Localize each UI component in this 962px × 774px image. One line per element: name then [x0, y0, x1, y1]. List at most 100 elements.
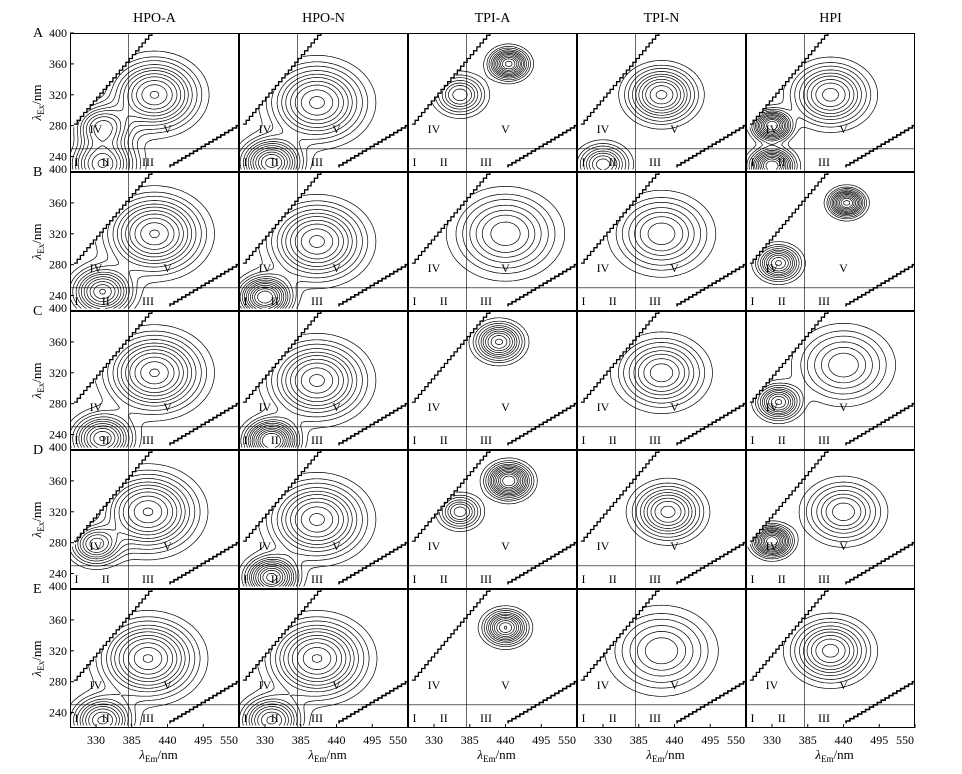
contour-lines: [577, 450, 746, 589]
column-title-hpo-n: HPO-N: [302, 11, 345, 26]
panel-frame: [70, 172, 239, 311]
y-tick-label: 240: [49, 567, 67, 581]
column-title-hpo-a: HPO-A: [133, 11, 177, 26]
region-label-v: V: [670, 400, 679, 414]
x-tick-label: 550: [220, 733, 238, 747]
region-label-iv: IV: [597, 122, 610, 136]
panel-frame: [746, 311, 915, 450]
region-label-iv: IV: [428, 261, 441, 275]
region-label-i: I: [751, 572, 755, 586]
region-label-v: V: [501, 539, 510, 553]
panel-frame: [239, 172, 408, 311]
x-tick-label: 330: [594, 733, 612, 747]
y-axis-row-d: 240 280 320 360 400 λEx/nm: [29, 440, 74, 581]
y-tick-label: 400: [49, 26, 67, 40]
row-label-d: D: [33, 443, 43, 458]
region-label-i: I: [413, 711, 417, 725]
x-axis-hpo-n: 330 385 440 495 550 λEm/nm: [256, 724, 409, 764]
region-label-iv: IV: [766, 261, 779, 275]
rayleigh-scatter-edge: [411, 172, 491, 264]
second-order-scatter-edge: [845, 402, 915, 446]
region-label-i: I: [244, 155, 248, 169]
contour-path: [239, 333, 377, 448]
contour-path: [477, 605, 534, 650]
region-label-i: I: [244, 433, 248, 447]
x-tick-label: 495: [532, 733, 550, 747]
region-label-i: I: [75, 711, 79, 725]
contour-lines: [408, 311, 577, 450]
rayleigh-scatter-edge: [411, 450, 491, 542]
region-label-ii: II: [102, 433, 110, 447]
contour-lines: [577, 33, 746, 172]
y-axis-label: λEx/nm: [29, 85, 46, 122]
region-label-ii: II: [440, 572, 448, 586]
second-order-scatter-edge: [676, 402, 746, 446]
panel-frame: [408, 311, 577, 450]
y-tick-label: 280: [49, 258, 67, 272]
x-tick-label: 385: [123, 733, 141, 747]
panel-frame: [408, 450, 577, 589]
contour-path: [604, 604, 719, 697]
contour-lines: [577, 589, 746, 728]
region-label-v: V: [332, 539, 341, 553]
y-axis-label: λEx/nm: [29, 502, 46, 539]
second-order-scatter-edge: [507, 680, 577, 724]
contour-path: [239, 472, 377, 587]
region-label-i: I: [582, 572, 586, 586]
x-tick-label: 385: [630, 733, 648, 747]
rayleigh-scatter-edge: [580, 311, 660, 403]
second-order-scatter-edge: [845, 263, 915, 307]
column-titles: HPO-A HPO-N TPI-A TPI-N HPI: [133, 11, 842, 26]
contour-lines: [239, 33, 408, 172]
region-label-v: V: [501, 122, 510, 136]
region-label-ii: II: [609, 155, 617, 169]
region-label-iii: III: [649, 711, 661, 725]
rayleigh-scatter-edge: [580, 33, 660, 125]
contour-path: [610, 331, 713, 414]
x-tick-label: 330: [87, 733, 105, 747]
rayleigh-scatter-edge: [749, 450, 829, 542]
second-order-scatter-edge: [169, 402, 239, 446]
y-axis-label: λEx/nm: [29, 363, 46, 400]
region-label-v: V: [839, 678, 848, 692]
region-label-iii: III: [818, 294, 830, 308]
region-label-i: I: [244, 572, 248, 586]
rayleigh-scatter-edge: [73, 589, 153, 681]
contour-lines: [746, 311, 915, 450]
x-tick-label: 330: [425, 733, 443, 747]
region-label-i: I: [244, 711, 248, 725]
second-order-scatter-edge: [169, 263, 239, 307]
x-tick-label: 495: [194, 733, 212, 747]
contour-lines: [746, 33, 915, 172]
x-tick-label: 385: [799, 733, 817, 747]
rayleigh-scatter-edge: [411, 311, 491, 403]
panel-frame: [70, 589, 239, 728]
region-label-ii: II: [271, 294, 279, 308]
row-labels: A B C D E: [33, 26, 44, 597]
second-order-scatter-edge: [338, 541, 408, 585]
region-label-iv: IV: [428, 678, 441, 692]
x-axis-label: λEm/nm: [138, 747, 177, 764]
region-label-v: V: [839, 261, 848, 275]
region-label-iii: III: [480, 572, 492, 586]
x-axis-tpi-a: 330 385 440 495 550 λEm/nm: [425, 724, 578, 764]
contour-path: [751, 323, 896, 425]
contour-lines: [70, 33, 239, 172]
region-label-ii: II: [609, 433, 617, 447]
region-label-ii: II: [271, 711, 279, 725]
region-label-iii: III: [649, 433, 661, 447]
region-label-iii: III: [480, 433, 492, 447]
region-label-ii: II: [609, 711, 617, 725]
region-label-iii: III: [480, 711, 492, 725]
region-label-v: V: [670, 678, 679, 692]
rayleigh-scatter-edge: [411, 33, 491, 125]
rayleigh-scatter-edge: [749, 172, 829, 264]
